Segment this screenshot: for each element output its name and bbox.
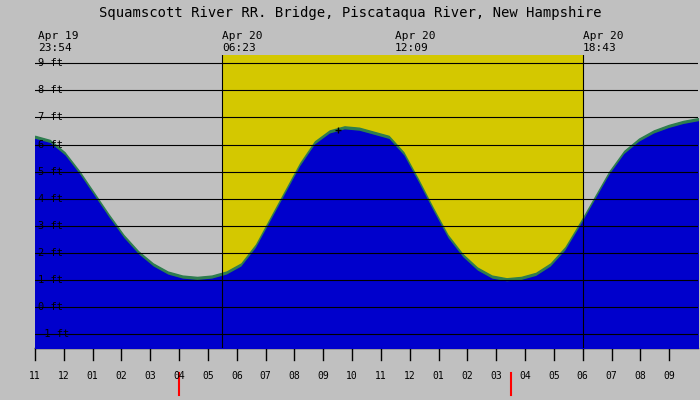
Point — [377, 305, 385, 310]
Text: 12: 12 — [58, 372, 70, 382]
Text: 5 ft: 5 ft — [38, 167, 63, 177]
Point — [492, 306, 500, 311]
Text: 03: 03 — [491, 372, 502, 382]
Point — [405, 305, 414, 310]
Text: 6 ft: 6 ft — [38, 140, 63, 150]
Point — [31, 305, 39, 310]
Text: 07: 07 — [260, 372, 272, 382]
Text: 4 ft: 4 ft — [38, 194, 63, 204]
Point — [665, 306, 673, 311]
Point — [665, 305, 673, 310]
Text: 06: 06 — [231, 372, 243, 382]
Point — [506, 307, 514, 312]
Point — [506, 309, 514, 314]
Point — [146, 306, 155, 311]
Point — [204, 305, 212, 310]
Point — [232, 305, 241, 310]
Point — [550, 305, 558, 310]
Point — [578, 305, 587, 310]
Text: 01: 01 — [433, 372, 445, 382]
Point — [175, 306, 183, 311]
Text: Apr 19
23:54: Apr 19 23:54 — [38, 31, 79, 53]
Text: 08: 08 — [634, 372, 646, 382]
Point — [521, 305, 529, 310]
Point — [261, 306, 270, 311]
Point — [290, 306, 299, 311]
Text: 06: 06 — [577, 372, 589, 382]
Text: 05: 05 — [202, 372, 214, 382]
Text: 02: 02 — [461, 372, 473, 382]
Text: 01: 01 — [87, 372, 99, 382]
Point — [146, 305, 155, 310]
Text: 8 ft: 8 ft — [38, 85, 63, 95]
Point — [435, 305, 443, 310]
Point — [290, 305, 299, 310]
Text: Apr 20
06:23: Apr 20 06:23 — [223, 31, 263, 53]
Text: 11: 11 — [29, 372, 41, 382]
Point — [435, 306, 443, 311]
Text: -1 ft: -1 ft — [38, 330, 69, 340]
Point — [261, 305, 270, 310]
Point — [60, 306, 68, 311]
Point — [463, 306, 472, 311]
Text: 02: 02 — [116, 372, 127, 382]
Point — [232, 306, 241, 311]
Point — [175, 305, 183, 310]
Point — [175, 309, 183, 314]
Text: 09: 09 — [317, 372, 329, 382]
Point — [521, 306, 529, 311]
Point — [463, 305, 472, 310]
Text: 1 ft: 1 ft — [38, 275, 63, 285]
Text: Squamscott River RR. Bridge, Piscataqua River, New Hampshire: Squamscott River RR. Bridge, Piscataqua … — [99, 6, 601, 20]
Text: 05: 05 — [548, 372, 560, 382]
Point — [636, 306, 645, 311]
Point — [550, 306, 558, 311]
Point — [348, 306, 356, 311]
Point — [175, 307, 183, 312]
Text: Apr 20
18:43: Apr 20 18:43 — [582, 31, 623, 53]
Bar — [223, 55, 582, 348]
Point — [319, 306, 328, 311]
Text: 7 ft: 7 ft — [38, 112, 63, 122]
Point — [118, 305, 126, 310]
Point — [88, 306, 97, 311]
Point — [405, 306, 414, 311]
Point — [377, 306, 385, 311]
Text: 10: 10 — [346, 372, 358, 382]
Text: 09: 09 — [664, 372, 675, 382]
Text: 11: 11 — [375, 372, 387, 382]
Point — [60, 305, 68, 310]
Text: 08: 08 — [288, 372, 300, 382]
Text: 07: 07 — [606, 372, 617, 382]
Point — [578, 306, 587, 311]
Text: 12: 12 — [404, 372, 416, 382]
Text: 2 ft: 2 ft — [38, 248, 63, 258]
Point — [636, 305, 645, 310]
Text: 04: 04 — [174, 372, 185, 382]
Point — [204, 306, 212, 311]
Point — [348, 305, 356, 310]
Point — [492, 305, 500, 310]
Point — [608, 306, 616, 311]
Point — [118, 306, 126, 311]
Text: 04: 04 — [519, 372, 531, 382]
Text: 3 ft: 3 ft — [38, 221, 63, 231]
Point — [319, 305, 328, 310]
Point — [31, 306, 39, 311]
Point — [88, 305, 97, 310]
Text: 9 ft: 9 ft — [38, 58, 63, 68]
Text: 0 ft: 0 ft — [38, 302, 63, 312]
Text: 03: 03 — [144, 372, 156, 382]
Text: Apr 20
12:09: Apr 20 12:09 — [395, 31, 435, 53]
Point — [608, 305, 616, 310]
